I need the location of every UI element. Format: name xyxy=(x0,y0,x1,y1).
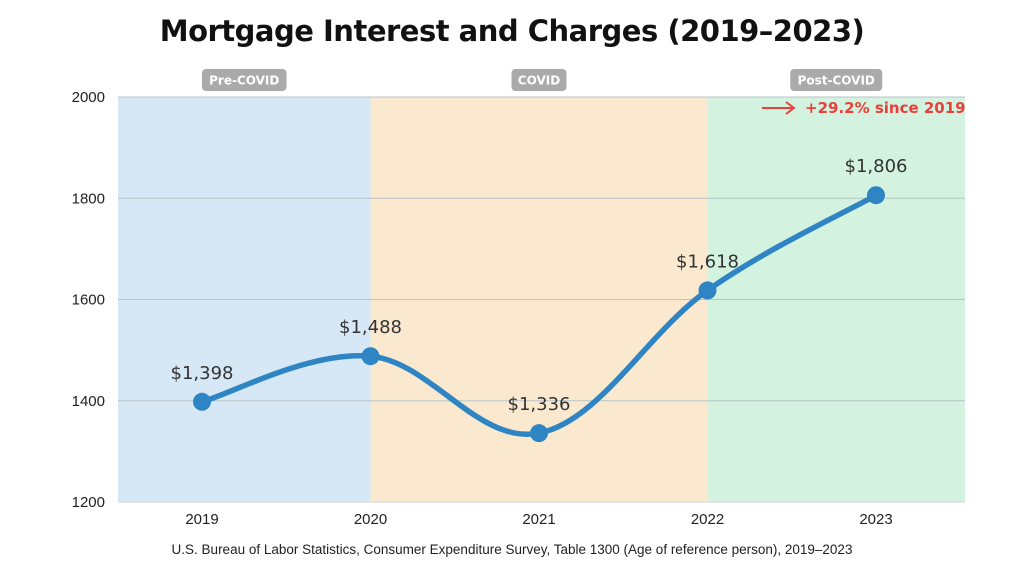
data-point-2020 xyxy=(361,347,380,366)
x-tick-label: 2020 xyxy=(354,511,387,528)
x-tick-label: 2023 xyxy=(859,511,892,528)
data-label-2021: $1,336 xyxy=(508,394,571,415)
x-tick-label: 2021 xyxy=(522,511,555,528)
annotation-text: +29.2% since 2019 xyxy=(805,99,966,117)
arrow-head-icon xyxy=(785,101,796,115)
y-tick-label: 2000 xyxy=(72,89,105,106)
y-tick-label: 1200 xyxy=(72,494,105,511)
data-point-2021 xyxy=(530,424,548,443)
gridlines xyxy=(118,96,965,402)
period-label: COVID xyxy=(518,74,560,88)
data-point-2019 xyxy=(193,392,211,411)
x-tick-label: 2022 xyxy=(691,511,724,528)
data-label-2022: $1,618 xyxy=(676,251,739,272)
y-tick-label: 1400 xyxy=(72,393,105,410)
data-labels: $1,398 $1,488 $1,336 $1,618 $1,806 xyxy=(171,156,908,415)
data-point-2023 xyxy=(867,186,885,205)
y-tick-label: 1800 xyxy=(72,190,105,207)
x-tick-label: 2019 xyxy=(185,511,218,528)
data-point-2022 xyxy=(698,281,717,300)
annotation: +29.2% since 2019 xyxy=(762,99,966,117)
period-pill xyxy=(511,69,567,91)
data-label-2019: $1,398 xyxy=(171,363,234,384)
data-label-2023: $1,806 xyxy=(845,156,908,177)
axes: 1200 1400 1600 1800 2000 2019 2020 2021 2022 2023 xyxy=(72,89,965,528)
period-label: Pre-COVID xyxy=(209,74,279,88)
source-note: U.S. Bureau of Labor Statistics, Consume… xyxy=(171,542,853,557)
period-pill xyxy=(790,69,883,91)
period-pill xyxy=(201,69,287,91)
data-label-2020: $1,488 xyxy=(339,317,402,338)
period-label: Post-COVID xyxy=(798,74,875,88)
period-labels: Pre-COVID COVID Post-COVID xyxy=(201,69,883,91)
series-layer xyxy=(193,186,885,443)
chart-title: Mortgage Interest and Charges (2019–2023… xyxy=(159,14,865,48)
y-tick-label: 1600 xyxy=(72,292,105,309)
